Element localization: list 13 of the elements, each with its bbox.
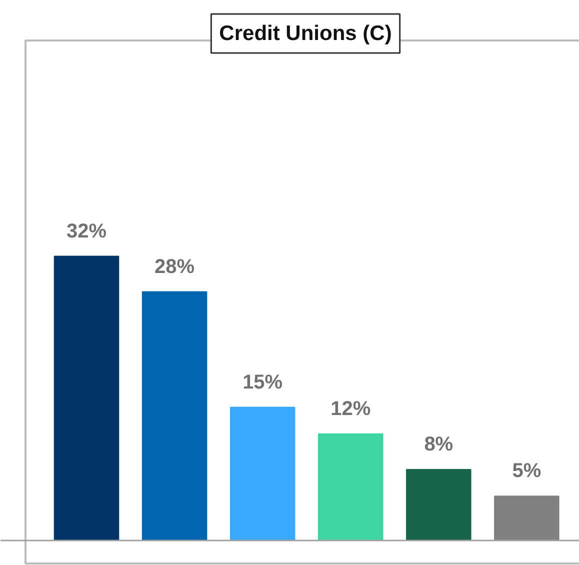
bar <box>494 496 560 541</box>
data-label: 32% <box>66 220 107 242</box>
bar <box>142 291 208 541</box>
data-label: 8% <box>424 433 454 456</box>
data-label: 12% <box>330 398 371 420</box>
data-label: 15% <box>242 371 283 394</box>
bar <box>54 256 120 541</box>
bar <box>230 406 296 541</box>
bar <box>406 468 472 541</box>
data-label: 28% <box>154 256 195 278</box>
data-label: 5% <box>512 460 542 482</box>
bar <box>318 433 384 541</box>
chart-title: Credit Unions (C) <box>219 22 392 45</box>
